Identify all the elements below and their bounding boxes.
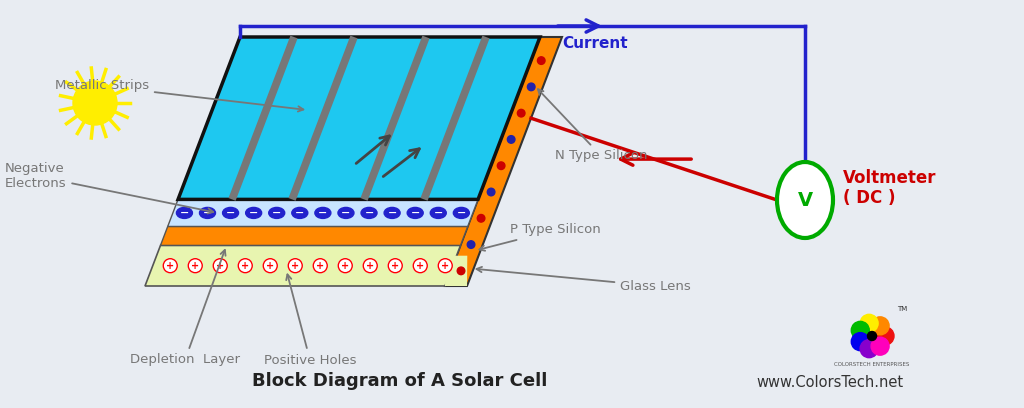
Circle shape [388, 259, 402, 273]
Circle shape [538, 57, 545, 64]
Circle shape [438, 259, 453, 273]
Text: −: − [203, 208, 212, 218]
Text: +: + [391, 261, 399, 271]
Text: +: + [242, 261, 249, 271]
Polygon shape [178, 37, 540, 200]
Ellipse shape [430, 207, 446, 218]
Ellipse shape [268, 207, 285, 218]
Ellipse shape [384, 207, 400, 218]
Circle shape [457, 267, 465, 275]
Ellipse shape [315, 207, 331, 218]
Circle shape [498, 162, 505, 170]
Circle shape [477, 215, 485, 222]
Circle shape [73, 81, 117, 125]
Text: +: + [367, 261, 375, 271]
Circle shape [851, 333, 869, 350]
Text: +: + [291, 261, 299, 271]
Ellipse shape [200, 207, 215, 218]
Ellipse shape [246, 207, 262, 218]
Text: −: − [318, 208, 328, 218]
Circle shape [860, 340, 879, 358]
Text: −: − [249, 208, 258, 218]
Text: +: + [166, 261, 174, 271]
Text: +: + [216, 261, 224, 271]
Ellipse shape [292, 207, 308, 218]
Text: Voltmeter
( DC ): Voltmeter ( DC ) [843, 169, 937, 207]
Circle shape [507, 135, 515, 143]
Circle shape [527, 83, 535, 91]
Circle shape [263, 259, 278, 273]
Text: −: − [387, 208, 396, 218]
Circle shape [213, 259, 227, 273]
Circle shape [163, 259, 177, 273]
Text: Metallic Strips: Metallic Strips [55, 80, 303, 111]
Circle shape [338, 259, 352, 273]
Circle shape [188, 259, 203, 273]
Text: Current: Current [562, 36, 628, 51]
Text: −: − [226, 208, 236, 218]
Text: +: + [441, 261, 450, 271]
Circle shape [867, 331, 877, 341]
Text: +: + [266, 261, 274, 271]
Circle shape [239, 259, 252, 273]
Polygon shape [445, 256, 467, 286]
Text: −: − [295, 208, 304, 218]
Text: Depletion  Layer: Depletion Layer [130, 250, 240, 366]
Ellipse shape [777, 162, 833, 238]
Circle shape [871, 337, 889, 355]
Polygon shape [445, 37, 562, 286]
Circle shape [517, 109, 525, 117]
Text: N Type Silicon: N Type Silicon [538, 89, 647, 162]
Circle shape [467, 241, 475, 248]
Ellipse shape [338, 207, 354, 218]
Text: +: + [341, 261, 349, 271]
Circle shape [364, 259, 377, 273]
Polygon shape [168, 200, 478, 226]
Text: −: − [180, 208, 189, 218]
Text: −: − [457, 208, 466, 218]
Text: −: − [365, 208, 374, 218]
Circle shape [860, 314, 879, 333]
Text: −: − [433, 208, 443, 218]
Text: +: + [191, 261, 200, 271]
Circle shape [288, 259, 302, 273]
Polygon shape [145, 245, 461, 286]
Text: −: − [341, 208, 350, 218]
Text: Positive Holes: Positive Holes [264, 275, 356, 366]
Circle shape [313, 259, 328, 273]
Text: Block Diagram of A Solar Cell: Block Diagram of A Solar Cell [252, 372, 548, 390]
Text: −: − [411, 208, 420, 218]
Text: TM: TM [897, 306, 907, 312]
Text: +: + [416, 261, 424, 271]
Ellipse shape [176, 207, 193, 218]
Circle shape [414, 259, 427, 273]
Circle shape [487, 188, 495, 196]
Circle shape [871, 317, 889, 335]
Text: COLORSTECH ENTERPRISES: COLORSTECH ENTERPRISES [835, 362, 909, 367]
Ellipse shape [361, 207, 377, 218]
Text: −: − [272, 208, 282, 218]
Circle shape [851, 322, 869, 339]
Text: www.ColorsTech.net: www.ColorsTech.net [757, 375, 903, 390]
Ellipse shape [454, 207, 469, 218]
Polygon shape [161, 226, 468, 245]
Circle shape [876, 327, 894, 345]
Text: V: V [798, 191, 813, 209]
Text: +: + [316, 261, 325, 271]
Ellipse shape [222, 207, 239, 218]
Text: Glass Lens: Glass Lens [476, 267, 691, 293]
Ellipse shape [408, 207, 423, 218]
Text: P Type Silicon: P Type Silicon [479, 224, 601, 251]
Text: Negative
Electrons: Negative Electrons [5, 162, 213, 213]
